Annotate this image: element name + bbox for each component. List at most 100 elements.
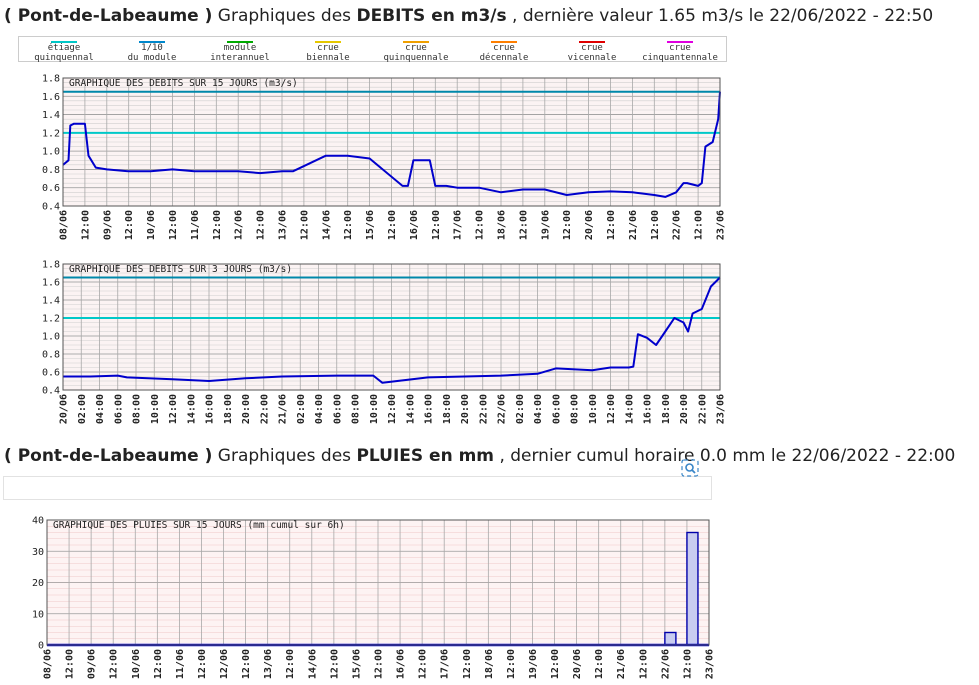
y-tick-label: 1.0 bbox=[42, 332, 60, 343]
plot-frame bbox=[46, 519, 710, 646]
x-tick-label: 22/06 bbox=[660, 649, 671, 679]
legend-label-line2: interannuel bbox=[210, 53, 270, 63]
x-tick-label: 18:00 bbox=[442, 394, 453, 424]
x-tick-label: 20/06 bbox=[59, 394, 70, 424]
x-tick-label: 12:00 bbox=[606, 210, 617, 240]
legend-item: crue biennale bbox=[285, 38, 371, 63]
rain-heading-suffix: , dernier cumul horaire 0.0 mm le 22/06/… bbox=[499, 446, 956, 466]
x-tick-label: 23/06 bbox=[716, 210, 727, 240]
x-tick-label: 06:00 bbox=[551, 394, 562, 424]
legend-swatch bbox=[491, 41, 517, 43]
zoom-icon[interactable] bbox=[681, 459, 699, 477]
plot-frame bbox=[62, 263, 721, 391]
y-tick-label: 1.8 bbox=[42, 260, 60, 271]
x-tick-label: 12:00 bbox=[650, 210, 661, 240]
y-tick-label: 0.4 bbox=[42, 202, 60, 213]
flow-heading-prefix: Graphiques des bbox=[217, 6, 352, 26]
x-tick-label: 12:00 bbox=[418, 649, 429, 679]
x-tick-label: 16:00 bbox=[643, 394, 654, 424]
legend-label-line2: quinquennal bbox=[34, 53, 94, 63]
rain-heading-station: ( Pont-de-Labeaume ) bbox=[4, 446, 213, 466]
x-tick-label: 20/06 bbox=[584, 210, 595, 240]
rain-bar bbox=[664, 631, 677, 646]
x-tick-label: 12:00 bbox=[606, 394, 617, 424]
legend-label-line1: crue bbox=[581, 43, 603, 53]
y-tick-label: 0.4 bbox=[42, 386, 60, 397]
x-tick-label: 12:00 bbox=[124, 210, 135, 240]
legend-item: crue vicennale bbox=[549, 38, 635, 63]
x-tick-label: 12:00 bbox=[343, 210, 354, 240]
x-tick-label: 02:00 bbox=[515, 394, 526, 424]
legend-label-line2: quinquennale bbox=[383, 53, 449, 63]
x-tick-label: 02:00 bbox=[77, 394, 88, 424]
legend-swatch bbox=[579, 41, 605, 43]
x-tick-label: 12:00 bbox=[285, 649, 296, 679]
x-tick-label: 12:00 bbox=[475, 210, 486, 240]
x-tick-label: 18/06 bbox=[497, 210, 508, 240]
y-tick-label: 20 bbox=[32, 578, 44, 589]
x-tick-label: 12:00 bbox=[387, 210, 398, 240]
x-tick-label: 14/06 bbox=[307, 649, 318, 679]
legend-label-line1: crue bbox=[669, 43, 691, 53]
x-tick-label: 12:00 bbox=[462, 649, 473, 679]
x-tick-label: 04:00 bbox=[314, 394, 325, 424]
y-tick-label: 0.8 bbox=[42, 165, 60, 176]
x-tick-label: 17/06 bbox=[453, 210, 464, 240]
x-tick-label: 12:00 bbox=[212, 210, 223, 240]
legend-label-line1: module bbox=[223, 43, 257, 53]
flow-chart-15-days: 0.4 0.6 0.8 1.0 1.2 1.4 1.6 1.8 08/06 12:00 09/06 1… bbox=[42, 74, 727, 241]
x-tick-label: 15/06 bbox=[365, 210, 376, 240]
legend-item: crue cinquantennale bbox=[637, 38, 723, 63]
x-tick-label: 10:00 bbox=[369, 394, 380, 424]
x-tick-label: 08:00 bbox=[351, 394, 362, 424]
x-tick-label: 14:00 bbox=[405, 394, 416, 424]
flow-chart-3-days: 0.4 0.6 0.8 1.0 1.2 1.4 1.6 1.8 20/06 02:00 04:00 0… bbox=[42, 260, 727, 425]
plot-frame bbox=[62, 77, 721, 207]
x-tick-label: 12/06 bbox=[219, 649, 230, 679]
legend-item: module interannuel bbox=[197, 38, 283, 63]
x-tick-label: 21/06 bbox=[616, 649, 627, 679]
x-tick-label: 10:00 bbox=[150, 394, 161, 424]
y-tick-label: 10 bbox=[32, 609, 44, 620]
legend-item: crue quinquennale bbox=[373, 38, 459, 63]
flow-heading-station: ( Pont-de-Labeaume ) bbox=[4, 6, 213, 26]
x-tick-label: 10/06 bbox=[146, 210, 157, 240]
x-tick-label: 10/06 bbox=[131, 649, 142, 679]
legend-label-line1: crue bbox=[493, 43, 515, 53]
x-tick-label: 21/06 bbox=[628, 210, 639, 240]
x-tick-label: 12:00 bbox=[329, 649, 340, 679]
x-tick-label: 12:00 bbox=[682, 649, 693, 679]
x-tick-label: 20/06 bbox=[572, 649, 583, 679]
legend-swatch bbox=[51, 41, 77, 43]
x-tick-label: 06:00 bbox=[113, 394, 124, 424]
x-tick-label: 12:00 bbox=[562, 210, 573, 240]
x-tick-label: 13/06 bbox=[278, 210, 289, 240]
legend-swatch bbox=[227, 41, 253, 43]
x-tick-label: 12:00 bbox=[387, 394, 398, 424]
legend-swatch bbox=[667, 41, 693, 43]
x-tick-label: 04:00 bbox=[95, 394, 106, 424]
x-tick-label: 14/06 bbox=[321, 210, 332, 240]
x-tick-label: 16:00 bbox=[424, 394, 435, 424]
x-tick-label: 18:00 bbox=[661, 394, 672, 424]
rain-heading-measure: PLUIES en mm bbox=[356, 446, 495, 466]
legend-swatch bbox=[139, 41, 165, 43]
x-tick-label: 13/06 bbox=[263, 649, 274, 679]
x-tick-label: 12:00 bbox=[518, 210, 529, 240]
legend-label-line1: crue bbox=[317, 43, 339, 53]
flow-heading-suffix: , dernière valeur 1.65 m3/s le 22/06/202… bbox=[512, 6, 934, 26]
x-tick-label: 14:00 bbox=[624, 394, 635, 424]
flow-heading-measure: DEBITS en m3/s bbox=[356, 6, 507, 26]
legend-swatch bbox=[403, 41, 429, 43]
chart-title: GRAPHIQUE DES PLUIES SUR 15 JOURS (mm cu… bbox=[53, 520, 345, 531]
x-tick-label: 12:00 bbox=[638, 649, 649, 679]
x-tick-label: 09/06 bbox=[87, 649, 98, 679]
x-tick-label: 12:00 bbox=[168, 394, 179, 424]
x-tick-label: 12:00 bbox=[153, 649, 164, 679]
y-tick-label: 30 bbox=[32, 547, 44, 558]
legend-label-line1: étiage bbox=[47, 43, 81, 53]
rain-bar bbox=[686, 531, 699, 646]
x-tick-label: 12:00 bbox=[694, 210, 705, 240]
x-tick-label: 12:00 bbox=[65, 649, 76, 679]
x-tick-label: 17/06 bbox=[440, 649, 451, 679]
